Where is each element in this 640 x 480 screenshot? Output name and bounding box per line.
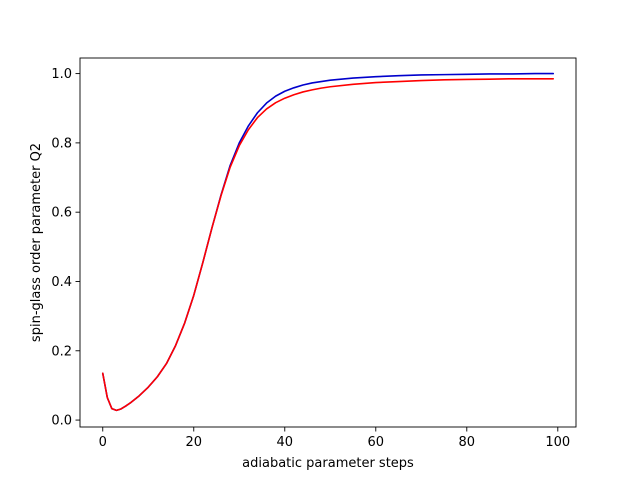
x-tick-label: 60 (368, 435, 385, 450)
x-tick-label: 40 (276, 435, 293, 450)
y-tick-label: 0.2 (51, 344, 72, 359)
y-axis-ticks: 0.0 0.2 0.4 0.6 0.8 1.0 (51, 67, 80, 429)
plot-frame (79, 57, 577, 428)
y-tick-label: 0.6 (51, 206, 72, 221)
x-tick-label: 100 (545, 435, 570, 450)
y-tick-label: 1.0 (51, 67, 72, 82)
series-layer (101, 72, 555, 412)
plot-area (79, 57, 577, 428)
y-tick-label: 0.4 (51, 275, 72, 290)
y-tick-label: 0.8 (51, 136, 72, 151)
x-tick-label: 80 (459, 435, 476, 450)
x-tick-label: 0 (99, 435, 107, 450)
series-line-2 (101, 77, 555, 412)
y-tick-label: 0.0 (51, 414, 72, 429)
x-axis-ticks: 0 20 40 60 80 100 (99, 427, 570, 450)
y-axis-label: spin-glass order parameter Q2 (29, 143, 44, 342)
x-tick-label: 20 (185, 435, 202, 450)
x-axis-label: adiabatic parameter steps (242, 456, 414, 471)
